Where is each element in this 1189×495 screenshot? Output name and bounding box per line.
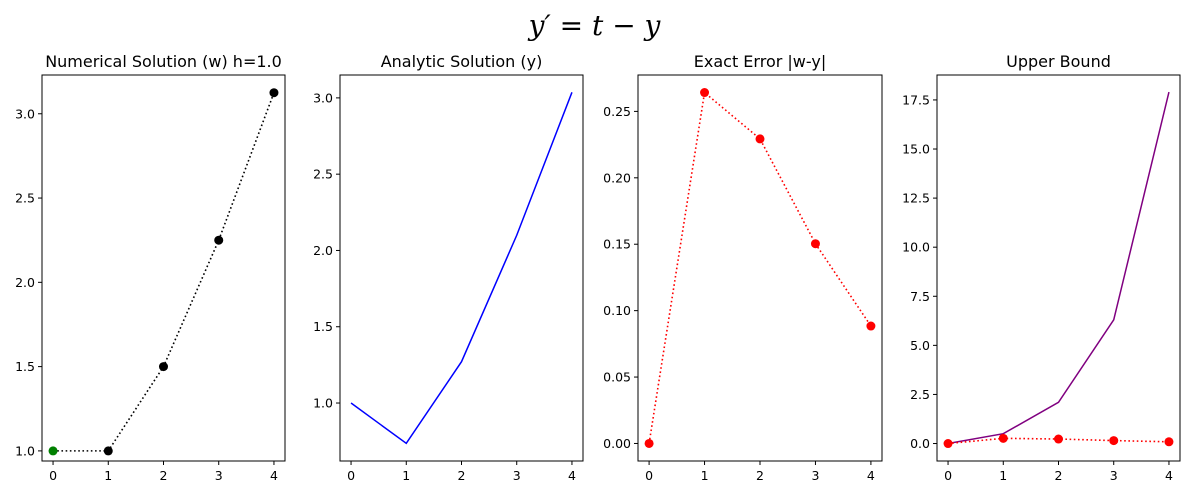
numerical-solution-ytick-label: 3.0 (15, 106, 35, 121)
numerical-solution-xtick-label: 2 (160, 468, 168, 483)
exact-error-ytick-label: 0.15 (603, 237, 631, 252)
upper-bound-ytick-label: 15.0 (902, 142, 930, 157)
analytic-solution-series-0-line (350, 92, 573, 445)
exact-error-xtick-label: 2 (756, 468, 764, 483)
exact-error-axes-frame (637, 74, 883, 462)
exact-error-title: Exact Error |w-y| (694, 52, 826, 71)
numerical-solution-ytick-label: 1.0 (15, 443, 35, 458)
subplot-numerical-solution: Numerical Solution (w) h=1.0 0 1 2 3 4 1.0 1.5 2… (15, 52, 286, 483)
analytic-solution-ytick-label: 3.0 (313, 90, 333, 105)
exact-error-series-0-line (648, 91, 872, 444)
subplot-upper-bound: Upper Bound 0 1 2 3 4 0.0 2.5 5.0 7.5 10.0 12.5 15.0… (902, 52, 1181, 483)
numerical-solution-series-0-point (269, 88, 279, 98)
upper-bound-ytick-label: 12.5 (902, 191, 930, 206)
analytic-solution-ytick-label: 2.0 (313, 243, 333, 258)
analytic-solution-ytick-label: 1.5 (313, 319, 333, 334)
upper-bound-series-1-point (1054, 434, 1063, 444)
upper-bound-series-1-point (1109, 436, 1119, 446)
exact-error-ytick-label: 0.05 (603, 370, 631, 385)
numerical-solution-xtick-label: 3 (215, 468, 223, 483)
numerical-solution-ytick-label: 2.0 (15, 275, 35, 290)
upper-bound-xtick-label: 2 (1055, 468, 1063, 483)
numerical-solution-series-0-point (103, 446, 113, 456)
upper-bound-xtick-label: 3 (1110, 468, 1118, 483)
exact-error-series-0-point (866, 321, 876, 331)
numerical-solution-series-0-point (48, 446, 58, 456)
upper-bound-xtick-label: 0 (944, 468, 952, 483)
exact-error-ytick-label: 0.10 (603, 303, 631, 318)
figure-suptitle: y′ = t − y (527, 9, 662, 42)
upper-bound-xtick-label: 1 (999, 468, 1007, 483)
exact-error-series-0-point (810, 239, 820, 249)
numerical-solution-series-0-point (214, 235, 224, 245)
exact-error-series-0-point (644, 438, 654, 448)
upper-bound-ytick-label: 17.5 (902, 92, 930, 107)
analytic-solution-xtick-label: 2 (458, 468, 466, 483)
numerical-solution-series-0-line (53, 92, 275, 452)
analytic-solution-xtick-label: 4 (568, 468, 576, 483)
upper-bound-ytick-label: 10.0 (902, 240, 930, 255)
exact-error-series-0-point (700, 88, 710, 98)
upper-bound-ytick-label: 0.0 (910, 436, 930, 451)
analytic-solution-xtick-label: 3 (513, 468, 521, 483)
upper-bound-axes-frame (936, 74, 1181, 462)
exact-error-xtick-label: 1 (701, 468, 709, 483)
exact-error-ytick-label: 0.20 (603, 170, 631, 185)
exact-error-ytick-label: 0.00 (603, 436, 631, 451)
upper-bound-series-1-point (943, 439, 953, 449)
analytic-solution-ytick-label: 2.5 (313, 167, 333, 182)
exact-error-xtick-label: 3 (811, 468, 819, 483)
subplot-exact-error: Exact Error |w-y| 0 1 2 3 4 0.00 0.05 0.10 0.15 0.… (603, 52, 883, 483)
exact-error-ytick-label: 0.25 (603, 104, 631, 119)
exact-error-series-0-point (755, 134, 765, 144)
analytic-solution-axes-frame (339, 74, 584, 462)
analytic-solution-ytick-label: 1.0 (313, 396, 333, 411)
numerical-solution-ytick-label: 2.5 (15, 191, 35, 206)
numerical-solution-xtick-label: 0 (49, 468, 57, 483)
subplot-analytic-solution: Analytic Solution (y) 0 1 2 3 4 1.0 1.5 2.0 2.5 3.… (313, 52, 584, 483)
numerical-solution-axes-frame (41, 74, 286, 462)
numerical-solution-xtick-label: 1 (104, 468, 112, 483)
numerical-solution-series-0-point (159, 362, 168, 372)
upper-bound-ytick-label: 2.5 (910, 387, 930, 402)
upper-bound-xtick-label: 4 (1165, 468, 1173, 483)
upper-bound-ytick-label: 5.0 (910, 338, 930, 353)
numerical-solution-ytick-label: 1.5 (15, 359, 35, 374)
analytic-solution-xtick-label: 0 (347, 468, 355, 483)
upper-bound-title: Upper Bound (1006, 52, 1111, 71)
upper-bound-series-1-point (1164, 437, 1174, 447)
exact-error-xtick-label: 0 (645, 468, 653, 483)
upper-bound-series-1-point (998, 433, 1008, 443)
numerical-solution-xtick-label: 4 (270, 468, 278, 483)
analytic-solution-title: Analytic Solution (y) (381, 52, 543, 71)
upper-bound-ytick-label: 7.5 (910, 289, 930, 304)
upper-bound-series-0-line (947, 91, 1170, 445)
exact-error-xtick-label: 4 (867, 468, 875, 483)
analytic-solution-xtick-label: 1 (402, 468, 410, 483)
numerical-solution-title: Numerical Solution (w) h=1.0 (45, 52, 282, 71)
